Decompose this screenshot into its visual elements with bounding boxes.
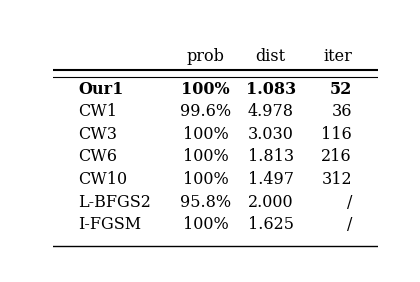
Text: 3.030: 3.030	[248, 126, 294, 143]
Text: CW1: CW1	[79, 103, 118, 120]
Text: L-BFGS2: L-BFGS2	[79, 194, 152, 211]
Text: 116: 116	[321, 126, 352, 143]
Text: 100%: 100%	[183, 216, 228, 233]
Text: 100%: 100%	[183, 171, 228, 188]
Text: /: /	[346, 194, 352, 211]
Text: 36: 36	[331, 103, 352, 120]
Text: CW3: CW3	[79, 126, 118, 143]
Text: prob: prob	[186, 48, 224, 65]
Text: CW10: CW10	[79, 171, 128, 188]
Text: 2.000: 2.000	[248, 194, 294, 211]
Text: /: /	[346, 216, 352, 233]
Text: 1.625: 1.625	[247, 216, 294, 233]
Text: 4.978: 4.978	[247, 103, 294, 120]
Text: 100%: 100%	[183, 148, 228, 166]
Text: CW6: CW6	[79, 148, 118, 166]
Text: 1.083: 1.083	[246, 81, 296, 98]
Text: 1.497: 1.497	[247, 171, 294, 188]
Text: 1.813: 1.813	[247, 148, 294, 166]
Text: dist: dist	[255, 48, 286, 65]
Text: iter: iter	[323, 48, 352, 65]
Text: I-FGSM: I-FGSM	[79, 216, 142, 233]
Text: Our1: Our1	[79, 81, 124, 98]
Text: 99.6%: 99.6%	[180, 103, 231, 120]
Text: 95.8%: 95.8%	[180, 194, 231, 211]
Text: 100%: 100%	[181, 81, 230, 98]
Text: 216: 216	[321, 148, 352, 166]
Text: 52: 52	[330, 81, 352, 98]
Text: 100%: 100%	[183, 126, 228, 143]
Text: 312: 312	[321, 171, 352, 188]
